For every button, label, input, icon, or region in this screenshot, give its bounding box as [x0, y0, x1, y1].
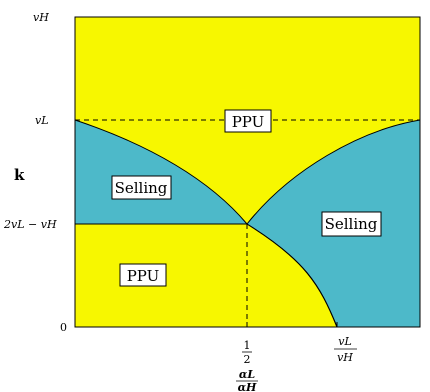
y-tick-label-vh: vH — [33, 11, 49, 24]
svg-text:Selling: Selling — [325, 215, 378, 233]
y-tick-label-vl: vL — [35, 114, 49, 127]
lower-boundary-curve — [246, 223, 338, 328]
x-tick-half-denominator: 2 — [244, 353, 251, 366]
svg-text:Selling: Selling — [115, 179, 168, 197]
x-tick-ratio-numerator: vL — [338, 335, 352, 348]
y-tick-label-zero: 0 — [60, 321, 67, 334]
x-tick-ratio-denominator: vH — [337, 351, 353, 364]
x-axis-label-denominator: αH — [238, 381, 257, 392]
y-tick-label-2vl-vh: 2vL − vH — [3, 218, 57, 231]
y-axis-label: k — [14, 166, 25, 184]
region-ppu-top: PPU — [224, 109, 272, 133]
x-tick-half-numerator: 1 — [244, 339, 251, 352]
region-selling-right: Selling — [321, 211, 382, 237]
region-selling-left: Selling — [111, 175, 172, 200]
region-ppu-bottom: PPU — [119, 263, 167, 287]
svg-text:PPU: PPU — [232, 113, 265, 131]
svg-text:PPU: PPU — [127, 267, 160, 285]
x-axis-label-numerator: αL — [239, 368, 255, 381]
